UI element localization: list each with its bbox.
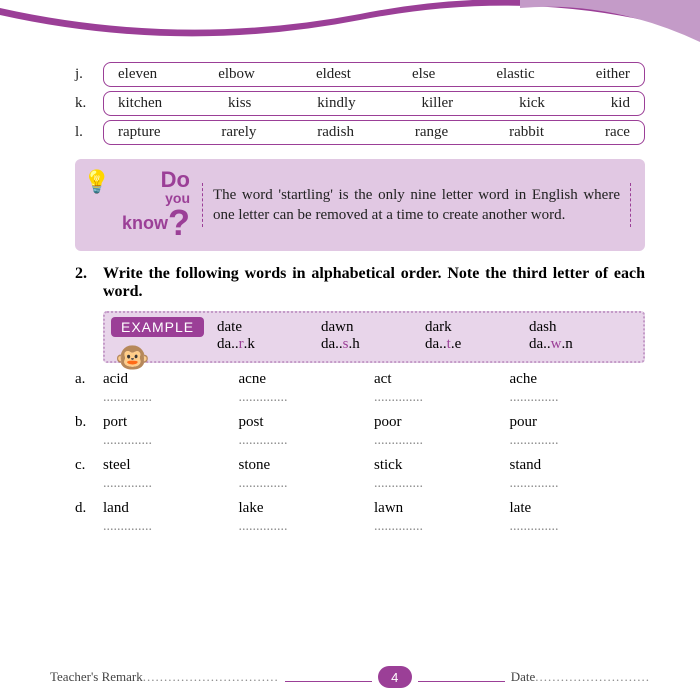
exercise-word: late bbox=[510, 500, 646, 517]
blank[interactable]: .............. bbox=[239, 390, 375, 406]
word: kindly bbox=[317, 95, 355, 112]
exercise-word: stick bbox=[374, 457, 510, 474]
answer-blanks: ........................................… bbox=[103, 519, 645, 535]
exercise-word: post bbox=[239, 414, 375, 431]
exercise-word: ache bbox=[510, 371, 646, 388]
date-blank: ........................... bbox=[535, 669, 650, 685]
blank[interactable]: .............. bbox=[374, 476, 510, 492]
blank[interactable]: .............. bbox=[510, 476, 646, 492]
example-word: dawn bbox=[321, 319, 425, 336]
exercise-word: stone bbox=[239, 457, 375, 474]
example-word: dash bbox=[529, 319, 633, 336]
blank[interactable]: .............. bbox=[239, 519, 375, 535]
monkey-icon: 🐵 bbox=[115, 341, 150, 375]
word: kick bbox=[519, 95, 545, 112]
word-box: kitchen kiss kindly killer kick kid bbox=[103, 91, 645, 116]
exercise-word: steel bbox=[103, 457, 239, 474]
word: kitchen bbox=[118, 95, 162, 112]
example-answer: da..r.k bbox=[217, 336, 321, 353]
exercise-word: lake bbox=[239, 500, 375, 517]
exercise-word: acne bbox=[239, 371, 375, 388]
exercise-word: stand bbox=[510, 457, 646, 474]
exercise-row: d.landlakelawnlate bbox=[75, 500, 645, 517]
lightbulb-icon: 💡 bbox=[83, 171, 110, 193]
word: either bbox=[596, 66, 630, 83]
example-answer: da..s.h bbox=[321, 336, 425, 353]
blank[interactable]: .............. bbox=[239, 433, 375, 449]
exercise-word: lawn bbox=[374, 500, 510, 517]
exercise-word: pour bbox=[510, 414, 646, 431]
answer-blanks: ........................................… bbox=[103, 433, 645, 449]
example-label: EXAMPLE bbox=[111, 317, 204, 337]
exercise-label: d. bbox=[75, 500, 103, 517]
do-you-know-box: 💡 Do you know? The word 'startling' is t… bbox=[75, 159, 645, 251]
remark-blank: ................................ bbox=[143, 669, 279, 685]
word-row: l. rapture rarely radish range rabbit race bbox=[75, 120, 645, 145]
exercise-word: port bbox=[103, 414, 239, 431]
answer-blanks: ........................................… bbox=[103, 476, 645, 492]
blank[interactable]: .............. bbox=[103, 390, 239, 406]
word: killer bbox=[422, 95, 454, 112]
word-box: rapture rarely radish range rabbit race bbox=[103, 120, 645, 145]
word-box: eleven elbow eldest else elastic either bbox=[103, 62, 645, 87]
exercise-word: land bbox=[103, 500, 239, 517]
word: radish bbox=[317, 124, 354, 141]
example-word: dark bbox=[425, 319, 529, 336]
example-word: date bbox=[217, 319, 321, 336]
do-you-know-badge: 💡 Do you know? bbox=[85, 169, 190, 241]
date-label: Date bbox=[511, 669, 536, 685]
question-number: 2. bbox=[75, 265, 103, 301]
blank[interactable]: .............. bbox=[103, 519, 239, 535]
exercise-row: b.portpostpoorpour bbox=[75, 414, 645, 431]
example-answer: da..t.e bbox=[425, 336, 529, 353]
teacher-remark-label: Teacher's Remark bbox=[50, 669, 143, 685]
exercise-word: poor bbox=[374, 414, 510, 431]
blank[interactable]: .............. bbox=[374, 390, 510, 406]
exercise-label: c. bbox=[75, 457, 103, 474]
row-label: l. bbox=[75, 124, 103, 141]
exercise-row: a.acidacneactache bbox=[75, 371, 645, 388]
blank[interactable]: .............. bbox=[510, 433, 646, 449]
blank[interactable]: .............. bbox=[374, 519, 510, 535]
word-row: j. eleven elbow eldest else elastic either bbox=[75, 62, 645, 87]
page-number: 4 bbox=[378, 666, 412, 688]
question-2: 2. Write the following words in alphabet… bbox=[75, 265, 645, 301]
answer-blanks: ........................................… bbox=[103, 390, 645, 406]
blank[interactable]: .............. bbox=[103, 476, 239, 492]
word: eldest bbox=[316, 66, 351, 83]
exercise-label: a. bbox=[75, 371, 103, 388]
row-label: j. bbox=[75, 66, 103, 83]
question-text: Write the following words in alphabetica… bbox=[103, 265, 645, 301]
example-answer: da..w.n bbox=[529, 336, 633, 353]
word: range bbox=[415, 124, 448, 141]
word: race bbox=[605, 124, 630, 141]
blank[interactable]: .............. bbox=[374, 433, 510, 449]
word: rarely bbox=[221, 124, 256, 141]
do-you-know-text: The word 'startling' is the only nine le… bbox=[202, 183, 631, 228]
blank[interactable]: .............. bbox=[239, 476, 375, 492]
exercise-word: act bbox=[374, 371, 510, 388]
word: elastic bbox=[496, 66, 534, 83]
word: kid bbox=[611, 95, 630, 112]
exercise-row: c.steelstonestickstand bbox=[75, 457, 645, 474]
word: eleven bbox=[118, 66, 157, 83]
blank[interactable]: .............. bbox=[510, 390, 646, 406]
word: kiss bbox=[228, 95, 251, 112]
word: elbow bbox=[218, 66, 255, 83]
page-footer: Teacher's Remark .......................… bbox=[50, 666, 650, 688]
example-box: EXAMPLE 🐵 datedawndarkdash da..r.kda..s.… bbox=[103, 311, 645, 363]
exercise-label: b. bbox=[75, 414, 103, 431]
word: rapture bbox=[118, 124, 160, 141]
word-row: k. kitchen kiss kindly killer kick kid bbox=[75, 91, 645, 116]
word: rabbit bbox=[509, 124, 544, 141]
blank[interactable]: .............. bbox=[103, 433, 239, 449]
blank[interactable]: .............. bbox=[510, 519, 646, 535]
row-label: k. bbox=[75, 95, 103, 112]
word: else bbox=[412, 66, 435, 83]
